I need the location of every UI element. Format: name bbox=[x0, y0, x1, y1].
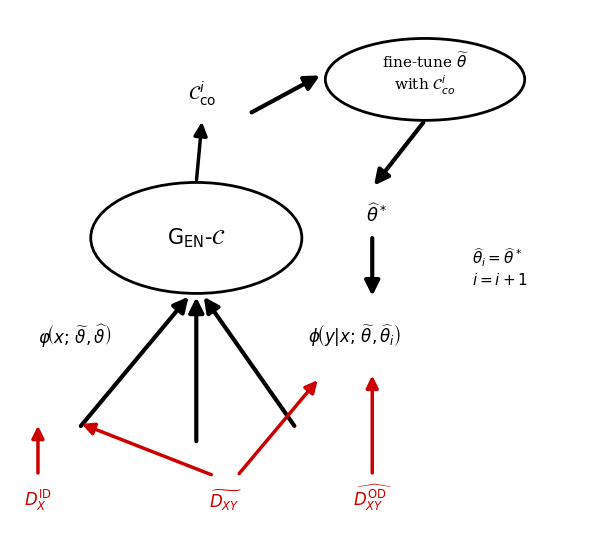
Text: $\widehat{D^{\mathrm{OD}}_{XY}}$: $\widehat{D^{\mathrm{OD}}_{XY}}$ bbox=[353, 482, 392, 513]
Text: fine-tune $\widetilde{\theta}$
with $\mathcal{C}^i_{co}$: fine-tune $\widetilde{\theta}$ with $\ma… bbox=[382, 51, 468, 97]
Text: $\varphi\!\left(x;\,\widetilde{\vartheta},\widehat{\vartheta}\right)$: $\varphi\!\left(x;\,\widetilde{\vartheta… bbox=[38, 322, 111, 349]
Text: $\phi\!\left(y|x;\,\widetilde{\theta},\widehat{\theta}_i\right)$: $\phi\!\left(y|x;\,\widetilde{\theta},\w… bbox=[308, 323, 401, 349]
Text: $\mathrm{G}_{\mathrm{EN}}\text{-}\mathcal{C}$: $\mathrm{G}_{\mathrm{EN}}\text{-}\mathca… bbox=[167, 226, 226, 250]
Text: $D^{\mathrm{ID}}_X$: $D^{\mathrm{ID}}_X$ bbox=[24, 488, 52, 513]
Text: $\mathcal{C}^i_{\mathrm{co}}$: $\mathcal{C}^i_{\mathrm{co}}$ bbox=[188, 80, 217, 108]
Text: $\widetilde{D_{XY}}$: $\widetilde{D_{XY}}$ bbox=[209, 489, 243, 513]
Text: $\widehat{\theta}_i = \widehat{\theta}^*$
$i = i+1$: $\widehat{\theta}_i = \widehat{\theta}^*… bbox=[472, 246, 528, 288]
Text: $\widehat{\theta}^*$: $\widehat{\theta}^*$ bbox=[366, 203, 388, 225]
